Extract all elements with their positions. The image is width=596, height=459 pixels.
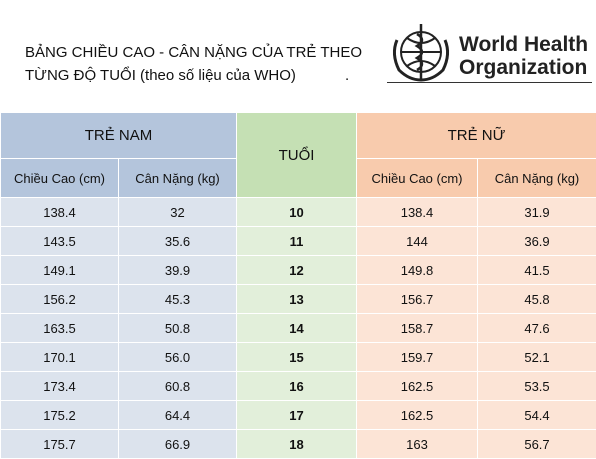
table-cell: 52.1 <box>478 343 596 372</box>
table-cell: 45.8 <box>478 285 596 314</box>
table-cell: 32 <box>119 198 237 227</box>
table-cell: 60.8 <box>119 372 237 401</box>
sub-header: Cân Nặng (kg) <box>478 159 596 198</box>
logo-text: Organization <box>459 56 587 79</box>
table-cell: 149.8 <box>357 256 478 285</box>
table-cell: 138.4 <box>1 198 119 227</box>
table-cell: 138.4 <box>357 198 478 227</box>
table-cell: 11 <box>237 227 357 256</box>
page: {"header": {"title_lines": ["BẢNG CHIỀU … <box>0 0 596 446</box>
table-cell: 45.3 <box>119 285 237 314</box>
table-cell: 144 <box>357 227 478 256</box>
table-cell: 39.9 <box>119 256 237 285</box>
table-cell: 162.5 <box>357 372 478 401</box>
table-cell: 56.0 <box>119 343 237 372</box>
table-cell: 66.9 <box>119 430 237 459</box>
title-line: TỪNG ĐỘ TUỔI (theo số liệu của WHO) <box>25 67 296 84</box>
table-cell: 13 <box>237 285 357 314</box>
group-header: TUỔI <box>237 113 357 198</box>
table-cell: 41.5 <box>478 256 596 285</box>
logo-rule <box>387 82 592 83</box>
table-cell: 162.5 <box>357 401 478 430</box>
table-cell: 53.5 <box>478 372 596 401</box>
table-cell: 173.4 <box>1 372 119 401</box>
table-cell: 35.6 <box>119 227 237 256</box>
sub-header: Cân Nặng (kg) <box>119 159 237 198</box>
table-cell: 16 <box>237 372 357 401</box>
table-cell: 56.7 <box>478 430 596 459</box>
table-cell: 170.1 <box>1 343 119 372</box>
table-cell: 175.7 <box>1 430 119 459</box>
sub-header: Chiều Cao (cm) <box>357 159 478 198</box>
table-cell: 54.4 <box>478 401 596 430</box>
table-cell: 17 <box>237 401 357 430</box>
group-header: TRẺ NAM <box>1 113 237 159</box>
table-cell: 50.8 <box>119 314 237 343</box>
table-cell: 36.9 <box>478 227 596 256</box>
trailing-mark: . <box>345 67 349 84</box>
table-cell: 163.5 <box>1 314 119 343</box>
table-cell: 14 <box>237 314 357 343</box>
table-cell: 163 <box>357 430 478 459</box>
growth-table: TRẺ NAM TUỔI TRẺ NỮ Chiều Cao (cm) Cân N… <box>0 112 596 459</box>
table-cell: 18 <box>237 430 357 459</box>
table-cell: 12 <box>237 256 357 285</box>
table-cell: 47.6 <box>478 314 596 343</box>
table-cell: 159.7 <box>357 343 478 372</box>
group-header: TRẺ NỮ <box>357 113 596 159</box>
table-cell: 156.7 <box>357 285 478 314</box>
table-cell: 64.4 <box>119 401 237 430</box>
table-cell: 10 <box>237 198 357 227</box>
table-cell: 175.2 <box>1 401 119 430</box>
table-cell: 31.9 <box>478 198 596 227</box>
table-cell: 156.2 <box>1 285 119 314</box>
logo-text: World Health <box>459 33 588 56</box>
title-line: BẢNG CHIỀU CAO - CÂN NẶNG CỦA TRẺ THEO <box>25 44 362 61</box>
table-cell: 15 <box>237 343 357 372</box>
table-cell: 143.5 <box>1 227 119 256</box>
table-cell: 149.1 <box>1 256 119 285</box>
who-logo: World Health Organization <box>387 20 592 84</box>
sub-header: Chiều Cao (cm) <box>1 159 119 198</box>
table-cell: 158.7 <box>357 314 478 343</box>
